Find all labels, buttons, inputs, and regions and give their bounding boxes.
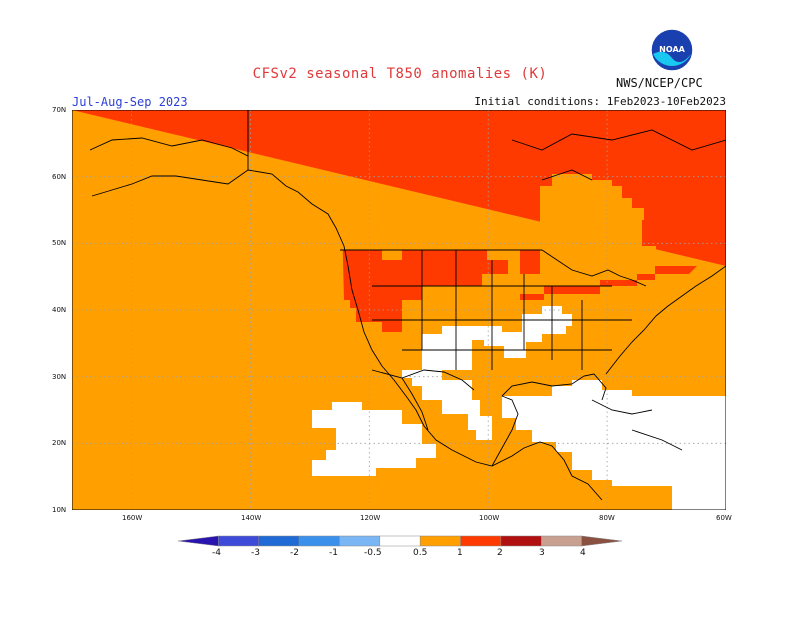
lon-label: 140W	[241, 514, 262, 522]
lat-label: 60N	[52, 173, 67, 181]
colorbar-label: -0.5	[364, 548, 382, 558]
coastlines	[89, 110, 726, 501]
anomaly-white-mexico	[312, 402, 436, 476]
colorbar	[170, 533, 630, 563]
anomaly-white-southwest	[422, 306, 572, 370]
colorbar-label: 1	[457, 548, 463, 558]
agency-label: NWS/NCEP/CPC	[616, 76, 703, 90]
forecast-period: Jul-Aug-Sep 2023	[72, 95, 188, 109]
anomaly-white-gulf	[402, 370, 492, 440]
colorbar-swatch	[419, 535, 461, 547]
colorbar-label: -3	[251, 548, 260, 558]
map-graticule	[72, 110, 726, 510]
anomaly-white-caribbean	[502, 380, 726, 510]
lon-label: 120W	[360, 514, 381, 522]
map-title: CFSv2 seasonal T850 anomalies (K)	[252, 66, 548, 82]
colorbar-swatch	[500, 535, 542, 547]
lat-label: 20N	[52, 439, 67, 447]
colorbar-label: -2	[290, 548, 299, 558]
anomaly-orange-pacific	[160, 206, 344, 310]
anomaly-orange-westcoast	[72, 280, 372, 510]
lat-label: 10N	[52, 506, 67, 514]
lat-label: 40N	[52, 306, 67, 314]
lon-label: 100W	[479, 514, 500, 522]
colorbar-label: -1	[329, 548, 338, 558]
colorbar-swatch	[379, 535, 421, 547]
colorbar-swatch	[541, 535, 582, 547]
colorbar-swatch	[258, 535, 300, 547]
colorbar-swatch	[218, 535, 259, 547]
colorbar-label: 0.5	[413, 548, 428, 558]
colorbar-swatches	[177, 535, 623, 547]
anomaly-orange-alaska	[80, 144, 282, 206]
colorbar-swatch	[460, 535, 502, 547]
initial-conditions: Initial conditions: 1Feb2023-10Feb2023	[474, 95, 726, 108]
noaa-logo: NOAA	[650, 28, 694, 72]
colorbar-swatch	[177, 535, 219, 547]
logo-text: NOAA	[659, 45, 685, 54]
lat-label: 50N	[52, 239, 67, 247]
lon-label: 80W	[599, 514, 615, 522]
colorbar-label: -4	[212, 548, 221, 558]
lat-label: 30N	[52, 373, 67, 381]
colorbar-swatch	[339, 535, 381, 547]
anomaly-map	[72, 110, 726, 510]
colorbar-label: 2	[497, 548, 503, 558]
lon-label: 160W	[122, 514, 143, 522]
lat-label: 70N	[52, 106, 67, 114]
anomaly-orange-canada-east	[520, 174, 668, 294]
colorbar-swatch	[298, 535, 340, 547]
colorbar-swatch	[581, 535, 623, 547]
colorbar-label: 3	[539, 548, 545, 558]
colorbar-label: 4	[580, 548, 586, 558]
lon-label: 60W	[716, 514, 732, 522]
